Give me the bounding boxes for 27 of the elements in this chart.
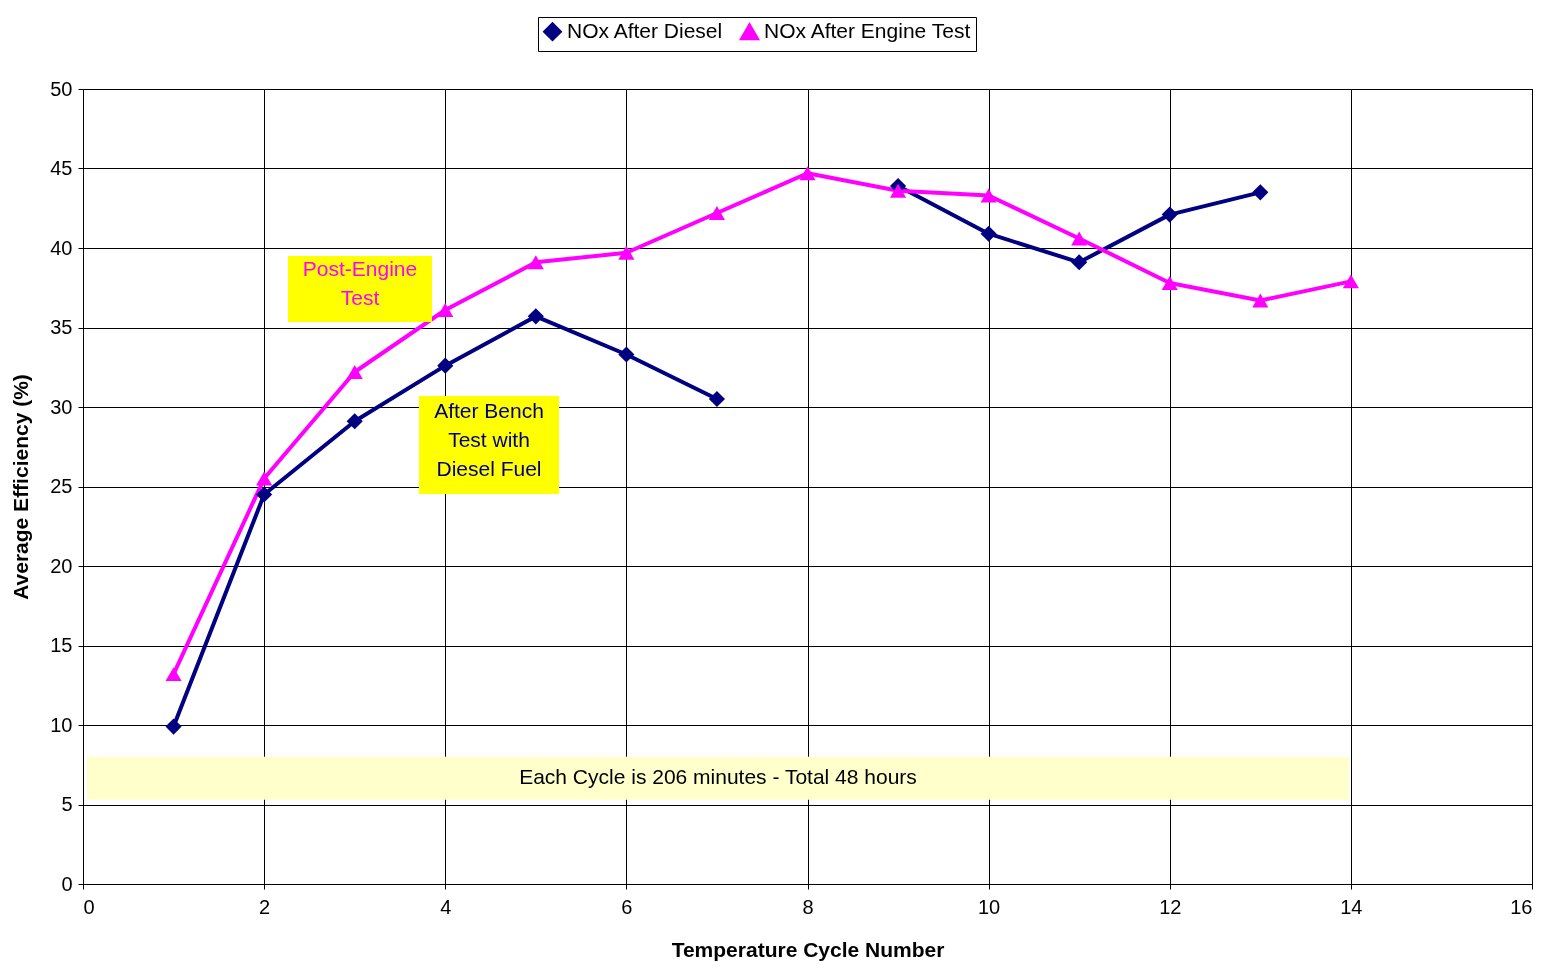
x-tick-label: 4 — [440, 895, 452, 918]
y-tick-label: 30 — [50, 395, 73, 418]
x-tick-label: 10 — [978, 895, 1001, 918]
x-axis-title: Temperature Cycle Number — [671, 937, 945, 961]
annotation: After Bench Test with Diesel Fuel — [434, 399, 544, 480]
x-tick-label: 16 — [1510, 895, 1533, 918]
y-tick-label: 0 — [61, 872, 73, 895]
y-tick-label: 35 — [50, 316, 73, 338]
y-tick-label: 40 — [50, 236, 73, 259]
x-tick-label: 2 — [259, 895, 271, 918]
y-tick-label: 45 — [50, 157, 73, 179]
legend-label: NOx After Diesel — [567, 18, 723, 42]
y-tick-label: 50 — [50, 77, 73, 100]
x-tick-label: 8 — [802, 895, 814, 918]
annotation: Post-Engine Test — [302, 257, 418, 309]
x-tick-label: 6 — [621, 895, 633, 918]
x-tick-label: 14 — [1340, 895, 1363, 918]
legend-label: NOx After Engine Test — [764, 19, 971, 43]
y-axis-title: Average Efficiency (%) — [9, 374, 33, 600]
y-tick-label: 15 — [50, 634, 73, 656]
y-tick-label: 10 — [50, 713, 73, 736]
band-label: Each Cycle is 206 minutes - Total 48 hours — [519, 765, 917, 789]
y-tick-label: 5 — [61, 793, 73, 815]
y-tick-label: 25 — [50, 475, 73, 497]
x-tick-label: 12 — [1159, 895, 1182, 918]
y-tick-label: 20 — [50, 554, 73, 577]
x-tick-label: 0 — [83, 895, 95, 918]
